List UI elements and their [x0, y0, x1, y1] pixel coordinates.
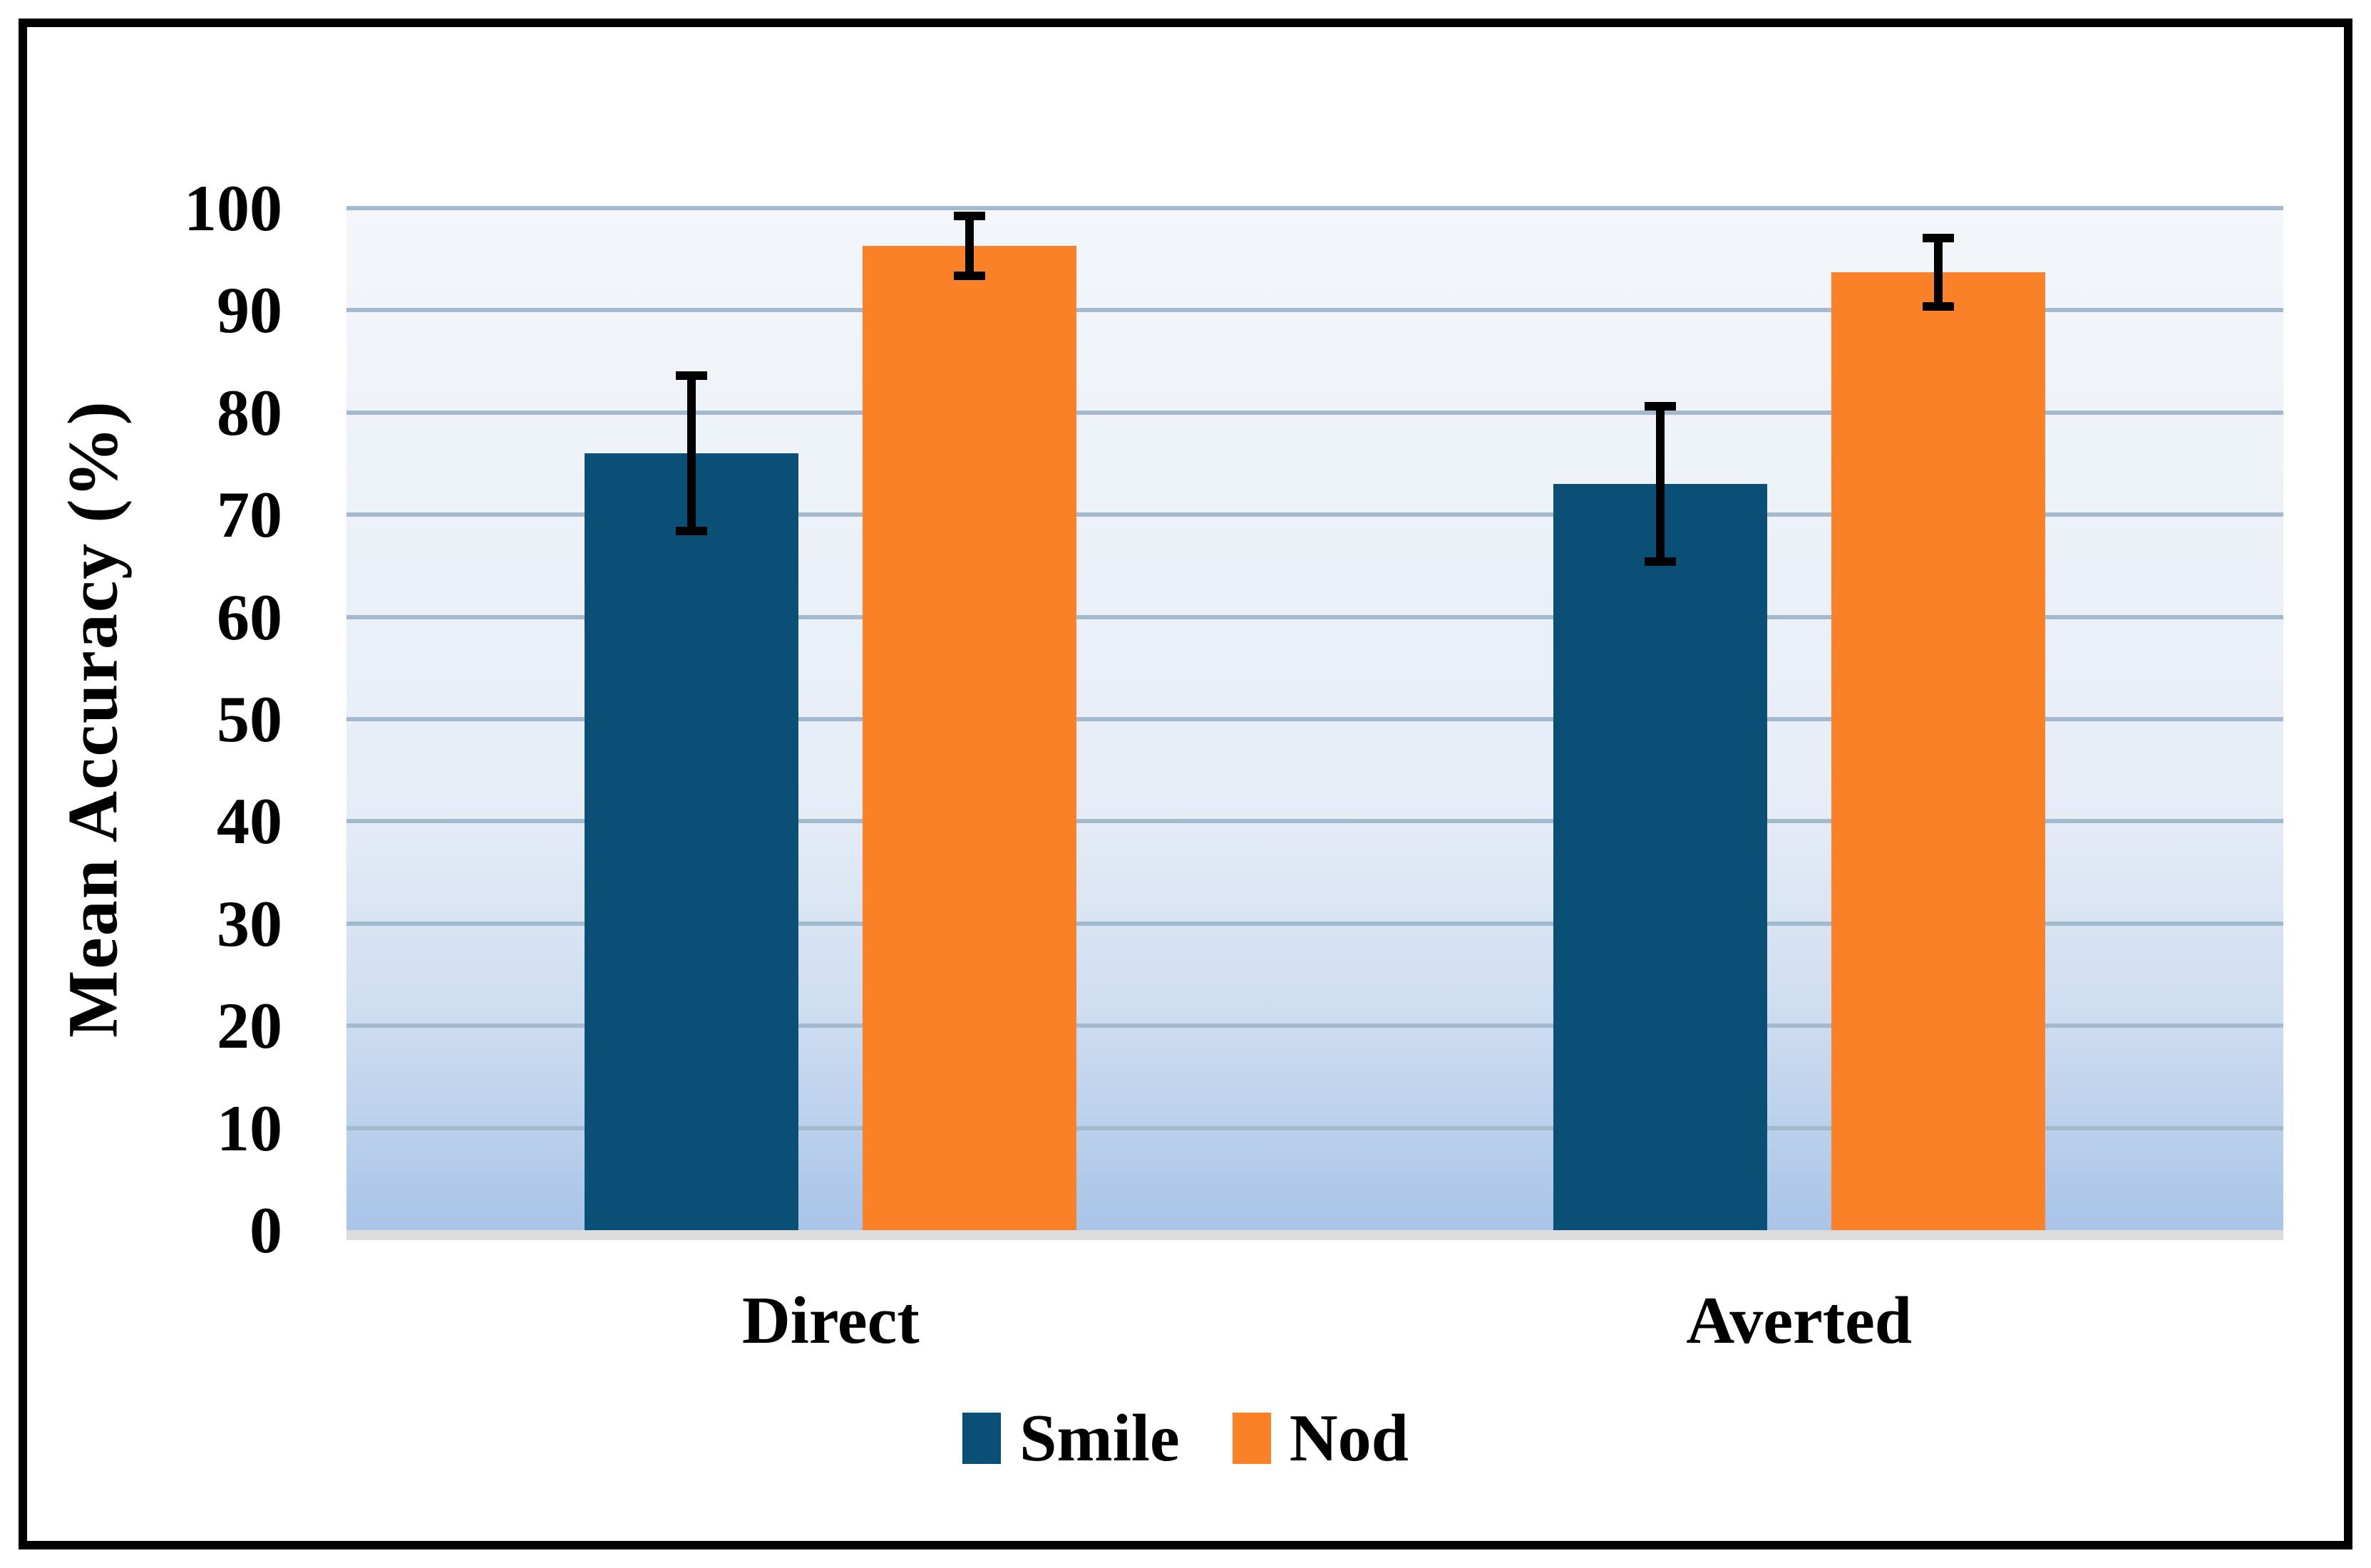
error-bar-averted-smile-bottom-cap: [1644, 557, 1676, 567]
error-bar-direct-nod-top-cap: [954, 212, 986, 221]
gridline-y40: [346, 819, 2283, 824]
gridline-y50: [346, 717, 2283, 721]
legend-swatch-smile: [962, 1413, 1002, 1464]
y-tick-label-100: 100: [184, 172, 282, 244]
gridline-y90: [346, 308, 2283, 313]
y-axis-tick-labels: 0 10 20 30 40 50 60 70 80 90 100: [0, 175, 282, 1263]
gridline-y60: [346, 614, 2283, 619]
y-tick-label-0: 0: [250, 1194, 282, 1267]
x-category-label-direct: Direct: [741, 1284, 920, 1358]
error-bar-direct-smile-bottom-cap: [676, 527, 708, 536]
gridline-y100: [346, 206, 2283, 210]
gridline-y80: [346, 410, 2283, 415]
gridline-y30: [346, 921, 2283, 926]
error-bar-averted-nod-bottom-cap: [1922, 301, 1954, 311]
x-axis-category-labels: Direct Averted: [346, 1279, 2283, 1372]
error-bar-direct-nod-line: [965, 216, 974, 276]
bar-averted-smile: [1553, 484, 1767, 1230]
error-bar-direct-smile-top-cap: [676, 371, 708, 381]
legend-swatch-nod: [1232, 1413, 1271, 1464]
legend-item-nod: Nod: [1232, 1401, 1409, 1475]
error-bar-averted-smile-top-cap: [1644, 402, 1676, 411]
legend-label-nod: Nod: [1289, 1401, 1409, 1475]
y-tick-label-60: 60: [217, 580, 282, 654]
y-tick-label-50: 50: [217, 683, 282, 755]
error-bar-averted-smile-line: [1655, 406, 1665, 562]
error-bar-direct-smile-line: [687, 376, 696, 532]
bar-direct-nod: [863, 246, 1077, 1230]
y-tick-label-30: 30: [217, 887, 282, 960]
gridline-y70: [346, 512, 2283, 517]
y-tick-label-80: 80: [217, 376, 282, 449]
gridline-y10: [346, 1125, 2283, 1130]
bar-averted-nod: [1831, 272, 2045, 1230]
y-tick-label-20: 20: [217, 989, 282, 1063]
error-bar-averted-nod-top-cap: [1922, 233, 1954, 242]
bar-direct-smile: [585, 453, 799, 1230]
gridline-y20: [346, 1023, 2283, 1028]
legend: Smile Nod: [0, 1403, 2371, 1474]
y-tick-label-70: 70: [217, 478, 282, 552]
y-tick-label-40: 40: [217, 785, 282, 858]
x-category-label-averted: Averted: [1686, 1284, 1913, 1358]
plot-area: [346, 206, 2283, 1240]
error-bar-direct-nod-bottom-cap: [954, 271, 986, 280]
error-bar-averted-nod-line: [1933, 237, 1943, 306]
y-tick-label-90: 90: [217, 274, 282, 347]
legend-item-smile: Smile: [962, 1403, 1180, 1474]
legend-label-smile: Smile: [1019, 1401, 1180, 1475]
y-tick-label-10: 10: [217, 1091, 282, 1165]
